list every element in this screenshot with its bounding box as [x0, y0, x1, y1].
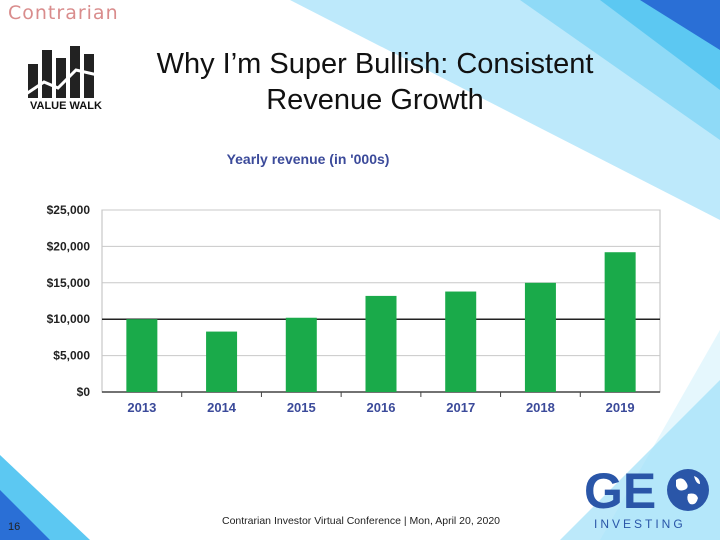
- revenue-bar-chart: Yearly revenue (in '000s) $0 $5,000 $10,00…: [47, 151, 661, 415]
- x-tick-label: 2019: [606, 400, 635, 415]
- y-tick-label: $0: [77, 385, 91, 399]
- y-tick-label: $25,000: [47, 203, 91, 217]
- slide-title: Why I’m Super Bullish: Consistent Revenu…: [120, 46, 630, 118]
- x-tick-label: 2017: [446, 400, 475, 415]
- bar: [524, 282, 556, 392]
- x-tick-label: 2015: [287, 400, 316, 415]
- x-tick-label: 2016: [367, 400, 396, 415]
- bar: [365, 295, 397, 392]
- value-walk-wordmark: VALUE WALK: [30, 100, 102, 112]
- x-tick-label: 2018: [526, 400, 555, 415]
- y-tick-label: $10,000: [47, 312, 91, 326]
- geo-logo-subtitle: INVESTING: [594, 517, 686, 531]
- y-tick-label: $15,000: [47, 276, 91, 290]
- bar: [126, 319, 158, 392]
- bar: [445, 291, 477, 392]
- slide-title-line-2: Revenue Growth: [266, 84, 484, 116]
- page-number: 16: [8, 521, 21, 533]
- y-tick-label: $5,000: [53, 349, 90, 363]
- bar: [604, 252, 636, 392]
- value-walk-logo-icon: [25, 46, 106, 98]
- x-tick-label: 2014: [207, 400, 237, 415]
- y-tick-label: $20,000: [47, 239, 91, 253]
- geo-investing-logo: GE INVESTING: [584, 463, 709, 531]
- bar: [285, 317, 317, 392]
- x-tick-label: 2013: [127, 400, 156, 415]
- chart-title: Yearly revenue (in '000s): [227, 151, 390, 167]
- contrarian-logo: Contrarian: [8, 2, 119, 24]
- footer-text: Contrarian Investor Virtual Conference |…: [222, 515, 501, 527]
- geo-logo-letters: GE: [584, 463, 656, 519]
- globe-icon: [667, 469, 709, 511]
- slide-title-line-1: Why I’m Super Bullish: Consistent: [156, 48, 594, 80]
- bar: [206, 331, 238, 392]
